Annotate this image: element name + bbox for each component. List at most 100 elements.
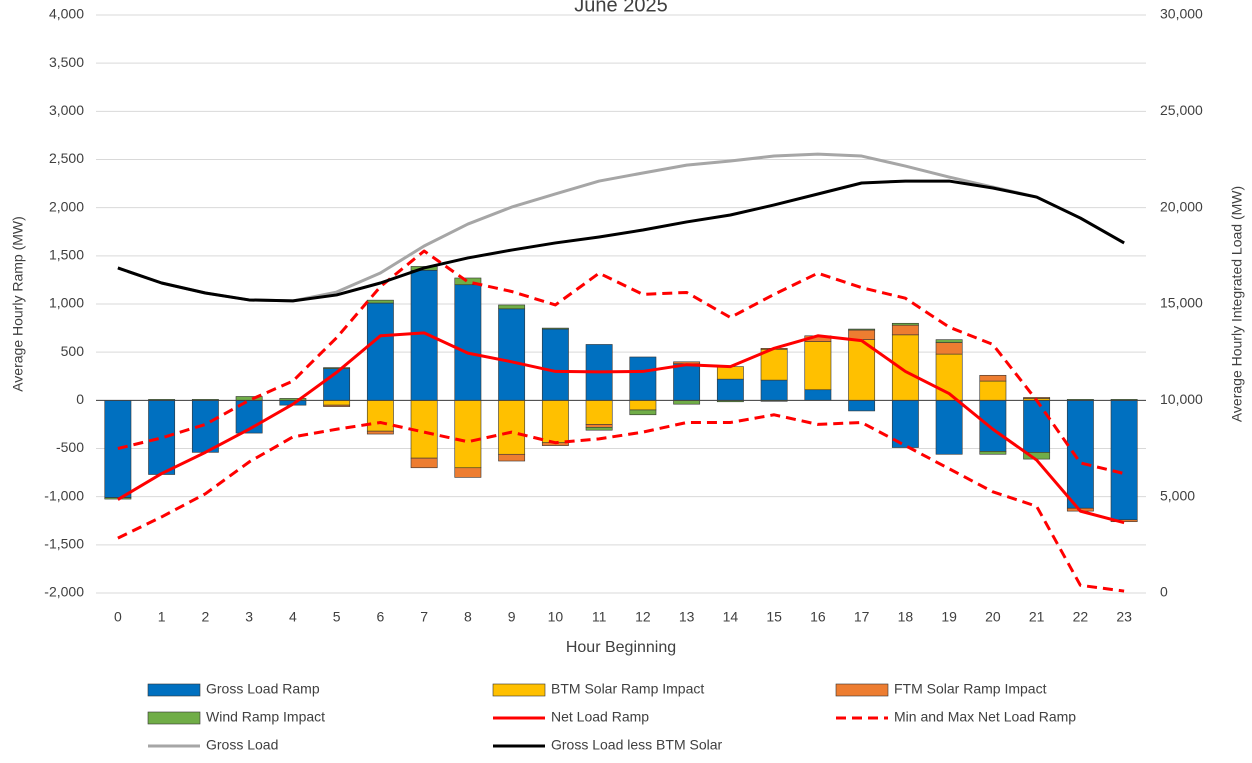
- bar: [541, 328, 569, 401]
- x-tick-label: 6: [376, 609, 384, 625]
- x-tick-label: 20: [985, 609, 1001, 625]
- bar: [673, 363, 701, 401]
- legend-label: Gross Load Ramp: [206, 681, 320, 697]
- x-tick-label: 3: [245, 609, 253, 625]
- legend-label: Gross Load: [206, 737, 278, 753]
- legend-label: Min and Max Net Load Ramp: [894, 709, 1076, 725]
- y-tick-label: 0: [76, 391, 84, 407]
- bar: [498, 400, 526, 455]
- bar: [585, 400, 613, 425]
- x-tick-label: 12: [635, 609, 651, 625]
- y2-tick-label: 25,000: [1160, 102, 1203, 118]
- x-tick-label: 11: [592, 609, 607, 625]
- x-tick-label: 18: [898, 609, 914, 625]
- legend-label: FTM Solar Ramp Impact: [894, 681, 1047, 697]
- x-tick-label: 19: [941, 609, 957, 625]
- bar: [323, 367, 351, 369]
- y-tick-label: -2,000: [44, 584, 84, 600]
- bar: [935, 342, 963, 355]
- y-tick-label: -1,000: [44, 487, 84, 503]
- bar: [410, 457, 438, 469]
- line: [117, 152, 1125, 303]
- bar: [585, 427, 613, 431]
- y2-tick-label: 5,000: [1160, 487, 1195, 503]
- bar: [541, 327, 569, 330]
- bar: [979, 400, 1007, 452]
- legend-label: BTM Solar Ramp Impact: [551, 681, 704, 697]
- bar: [629, 400, 657, 411]
- legend-label: Net Load Ramp: [551, 709, 649, 725]
- x-tick-label: 8: [464, 609, 472, 625]
- y-tick-label: 2,000: [49, 198, 84, 214]
- bar: [323, 404, 351, 407]
- legend-label: Wind Ramp Impact: [206, 709, 325, 725]
- y-tick-label: 3,500: [49, 54, 84, 70]
- x-tick-label: 22: [1073, 609, 1089, 625]
- bar: [716, 366, 744, 380]
- bar: [454, 284, 482, 401]
- x-tick-label: 7: [420, 609, 428, 625]
- y2-tick-label: 10,000: [1160, 391, 1203, 407]
- x-tick-label: 4: [289, 609, 297, 625]
- x-tick-label: 16: [810, 609, 826, 625]
- min-line: [117, 413, 1125, 593]
- x-tick-label: 15: [766, 609, 782, 625]
- bar: [760, 348, 788, 381]
- x-tick-label: 10: [548, 609, 564, 625]
- bar: [673, 400, 701, 405]
- legend-swatch: [147, 711, 201, 725]
- line: [117, 331, 1125, 525]
- line: [117, 179, 1125, 303]
- bar: [410, 269, 438, 401]
- bar: [498, 308, 526, 401]
- x-tick-label: 23: [1116, 609, 1132, 625]
- y2-tick-label: 15,000: [1160, 295, 1203, 311]
- bar: [1066, 400, 1094, 509]
- bar: [891, 324, 919, 336]
- max-line: [117, 249, 1125, 476]
- y-tick-label: 500: [61, 343, 85, 359]
- y2-axis-title: Average Hourly Integrated Load (MW): [1229, 186, 1245, 422]
- x-tick-label: 9: [508, 609, 516, 625]
- bar: [366, 302, 394, 401]
- bar: [804, 389, 832, 401]
- bar: [716, 378, 744, 401]
- bar: [935, 339, 963, 343]
- chart-title: June 2025: [574, 0, 667, 16]
- bar: [629, 356, 657, 401]
- bar: [804, 341, 832, 391]
- bar: [366, 299, 394, 304]
- bar: [585, 424, 613, 428]
- bar: [760, 379, 788, 401]
- bar: [1110, 400, 1138, 521]
- bar: [979, 451, 1007, 455]
- bar: [104, 400, 132, 498]
- bar: [498, 304, 526, 310]
- bar: [629, 409, 657, 416]
- bar: [979, 374, 1007, 382]
- x-tick-label: 14: [723, 609, 739, 625]
- x-tick-label: 5: [333, 609, 341, 625]
- x-tick-label: 17: [854, 609, 870, 625]
- y-tick-label: 1,500: [49, 247, 84, 263]
- bar: [366, 400, 394, 432]
- legend-swatch: [835, 683, 889, 697]
- y2-tick-label: 20,000: [1160, 198, 1203, 214]
- bar: [323, 400, 351, 406]
- bar: [848, 400, 876, 412]
- bar: [979, 380, 1007, 401]
- legend-swatch: [147, 683, 201, 697]
- bar: [935, 400, 963, 455]
- bar: [848, 328, 876, 331]
- bar: [498, 453, 526, 462]
- bar: [454, 400, 482, 469]
- x-tick-label: 2: [201, 609, 209, 625]
- y-tick-label: 2,500: [49, 150, 84, 166]
- bar: [1023, 400, 1051, 453]
- y-tick-label: 4,000: [49, 6, 84, 22]
- y-tick-label: -1,500: [44, 536, 84, 552]
- x-tick-label: 0: [114, 609, 122, 625]
- bar: [541, 400, 569, 444]
- y-tick-label: 1,000: [49, 295, 84, 311]
